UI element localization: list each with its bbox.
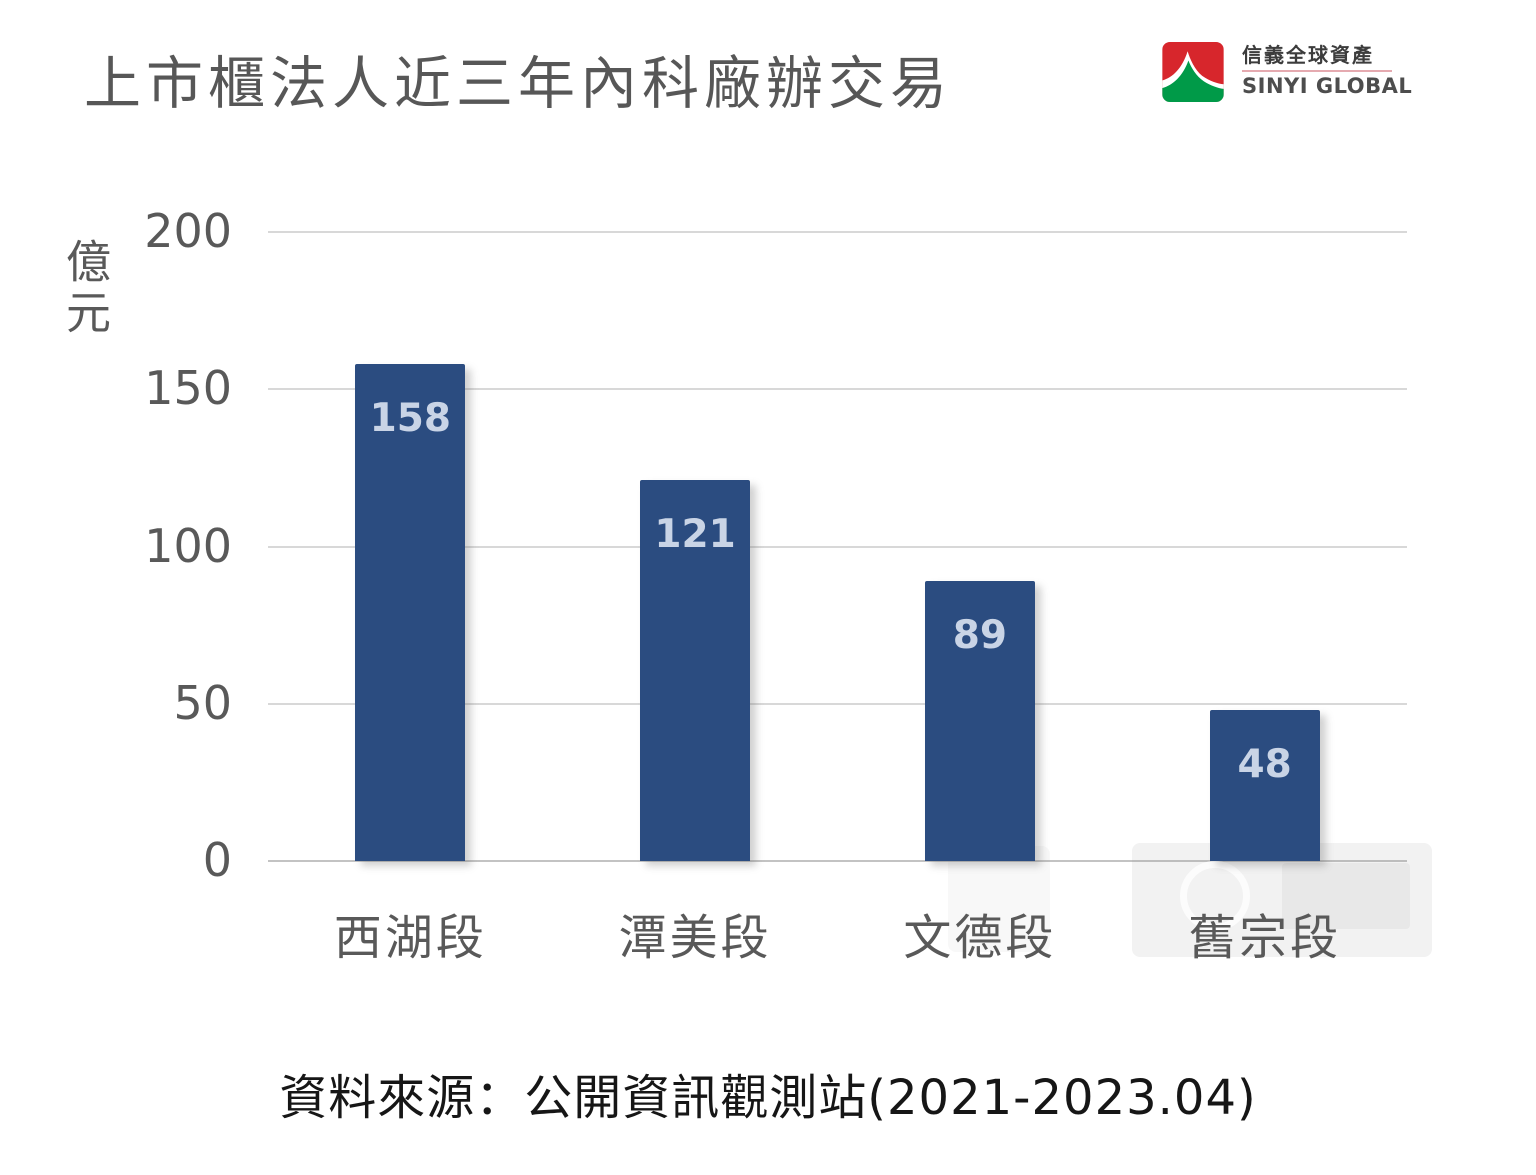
category-label-舊宗段: 舊宗段 [1188,910,1342,966]
category-label-文德段: 文德段 [903,910,1057,966]
bar-文德段: 89 [924,581,1035,861]
logo-name-en: SINYI GLOBAL [1242,74,1413,98]
bar-舊宗段: 48 [1209,710,1320,861]
source-note: 資料來源：公開資訊觀測站(2021-2023.04) [279,1070,1257,1126]
bar-潭美段: 121 [640,480,751,861]
watermark-glyphs [1282,863,1410,929]
sinyi-mountain-icon [1162,42,1224,102]
gridline-0 [268,860,1407,862]
y-tick-label-150: 150 [144,361,232,416]
bar-value-label: 121 [654,512,736,558]
gridline-100 [268,545,1407,548]
sinyi-global-logo: 信義全球資產 SINYI GLOBAL [1162,42,1413,102]
bar-value-label: 158 [369,396,452,442]
gridline-200 [268,231,1407,233]
logo-divider [1242,70,1392,72]
chart-title: 上市櫃法人近三年內科廠辦交易 [84,51,952,117]
y-tick-label-200: 200 [144,204,232,258]
gridline-150 [268,388,1407,391]
bar-西湖段: 158 [355,364,466,861]
watermark-block [948,846,1050,952]
bar-value-label: 89 [952,613,1008,659]
category-label-潭美段: 潭美段 [618,910,772,966]
y-tick-label-0: 0 [202,833,232,887]
gridline-50 [268,702,1407,705]
logo-text-block: 信義全球資產 SINYI GLOBAL [1242,42,1413,98]
logo-name-zh: 信義全球資產 [1242,43,1374,67]
watermark-block [1132,843,1432,957]
watermark-ring-icon [1180,861,1250,931]
y-tick-label-100: 100 [144,518,232,573]
y-axis-unit-label: 億元 [58,238,111,340]
bar-value-label: 48 [1237,742,1292,788]
y-tick-label-50: 50 [173,675,232,730]
category-label-西湖段: 西湖段 [333,910,487,966]
